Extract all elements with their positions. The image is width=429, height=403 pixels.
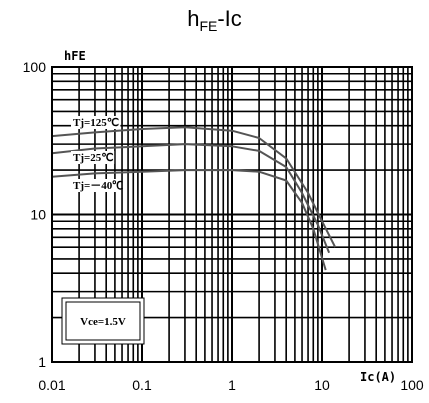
x-tick-label: 0.1 — [132, 377, 152, 393]
chart-title: hFE-Ic — [187, 6, 242, 34]
x-axis-label: Ic(A) — [360, 370, 396, 384]
curve-label-bg — [71, 116, 121, 129]
tick-labels: 0.01 0.1 1 10 100 1 10 100 — [23, 59, 424, 393]
x-tick-label: 1 — [228, 377, 236, 393]
y-tick-label: 1 — [38, 354, 46, 370]
x-tick-label: 100 — [400, 377, 424, 393]
x-tick-label: 0.01 — [38, 377, 65, 393]
curves — [51, 126, 337, 271]
y-tick-label: 10 — [30, 207, 46, 223]
curve-label-0: Tj=125℃ — [73, 117, 119, 129]
vce-annotation-box: Vce=1.5V — [61, 297, 145, 345]
series-line-1 — [51, 143, 331, 254]
curve-label-bg — [71, 151, 115, 164]
series-line-2 — [51, 169, 327, 271]
curve-label-2: Tj=－40℃ — [73, 179, 123, 192]
vce-annotation: Vce=1.5V — [80, 316, 126, 328]
y-tick-label: 100 — [23, 59, 47, 75]
curve-label-1: Tj=25℃ — [73, 152, 114, 164]
x-tick-label: 10 — [314, 377, 330, 393]
y-axis-label: hFE — [64, 49, 86, 63]
curve-label-bg — [71, 179, 121, 192]
series-line-0 — [51, 126, 337, 248]
plot-frame — [51, 66, 413, 363]
curve-labels: Tj=125℃ Tj=25℃ Tj=－40℃ — [71, 116, 123, 192]
